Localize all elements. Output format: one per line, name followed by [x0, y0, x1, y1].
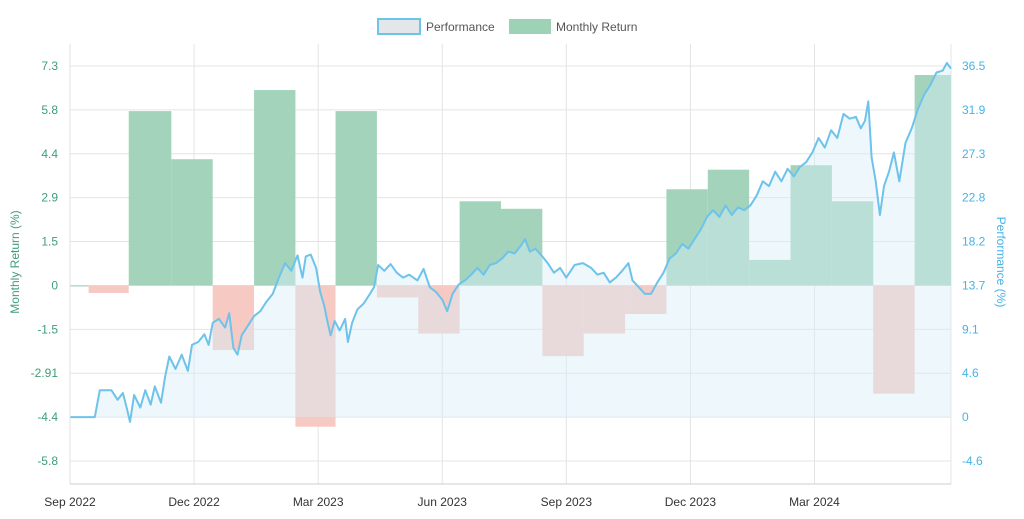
right-axis-tick-label: 9.1	[962, 322, 979, 336]
monthly-return-bar[interactable]	[335, 111, 377, 286]
right-axis-tick-label: 36.5	[962, 59, 986, 73]
axes: 7.3 5.8 4.4 2.9 1.5 0 -1.5 -2.91 -4.4 -5.8 36.5 31.…	[31, 44, 986, 509]
left-axis-tick-label: 1.5	[41, 235, 58, 249]
legend-swatch-monthly-return[interactable]	[509, 19, 551, 34]
left-axis-tick-label: 2.9	[41, 191, 58, 205]
x-axis-tick-label: Mar 2023	[293, 495, 344, 509]
monthly-return-bar[interactable]	[625, 285, 667, 315]
left-axis-title: Monthly Return (%)	[8, 210, 22, 313]
left-axis-tick-label: -4.4	[37, 410, 58, 424]
left-axis-tick-label: 7.3	[41, 59, 58, 73]
right-axis-tick-label: 13.7	[962, 278, 986, 292]
monthly-return-bar[interactable]	[790, 165, 832, 286]
performance-area	[70, 61, 952, 423]
monthly-return-bar[interactable]	[707, 169, 750, 286]
performance-area-fill	[70, 62, 951, 422]
right-axis-tick-label: 27.3	[962, 147, 986, 161]
left-axis-tick-label: -1.5	[37, 322, 58, 336]
monthly-return-bar[interactable]	[542, 285, 584, 357]
left-axis-tick-label: -2.91	[31, 366, 59, 380]
right-axis-title: Performance (%)	[994, 217, 1008, 308]
left-axis-tick-label: 0	[51, 278, 58, 292]
monthly-return-bar[interactable]	[171, 159, 213, 286]
legend: Performance Monthly Return	[377, 18, 637, 35]
right-axis-tick-label: 18.2	[962, 235, 986, 249]
x-axis-tick-label: Mar 2024	[789, 495, 840, 509]
performance-line[interactable]	[70, 61, 952, 423]
x-axis-tick-label: Sep 2023	[541, 495, 593, 509]
monthly-return-bar[interactable]	[583, 285, 626, 334]
right-axis-tick-label: -4.6	[962, 454, 983, 468]
monthly-return-bar[interactable]	[88, 285, 129, 293]
monthly-return-bar[interactable]	[749, 259, 791, 286]
monthly-return-bar[interactable]	[500, 208, 543, 286]
monthly-return-bar[interactable]	[128, 111, 172, 286]
left-axis-tick-label: 4.4	[41, 147, 58, 161]
right-axis-tick-label: 0	[962, 410, 969, 424]
monthly-return-bar[interactable]	[376, 285, 419, 298]
monthly-return-bar[interactable]	[254, 90, 296, 286]
monthly-return-bar[interactable]	[831, 201, 874, 286]
left-axis-tick-label: -5.8	[37, 454, 58, 468]
monthly-return-bar[interactable]	[873, 285, 915, 394]
monthly-return-bar[interactable]	[295, 285, 336, 427]
monthly-return-bars	[70, 75, 951, 427]
right-axis-tick-label: 4.6	[962, 366, 979, 380]
legend-swatch-performance[interactable]	[377, 18, 421, 35]
monthly-return-bar[interactable]	[70, 285, 89, 287]
legend-label-performance[interactable]: Performance	[426, 20, 495, 34]
right-axis-tick-label: 31.9	[962, 103, 986, 117]
monthly-return-bar[interactable]	[914, 75, 951, 286]
x-axis-tick-label: Dec 2022	[168, 495, 220, 509]
x-axis-tick-label: Sep 2022	[44, 495, 96, 509]
x-axis-tick-label: Jun 2023	[418, 495, 468, 509]
right-axis-tick-label: 22.8	[962, 191, 986, 205]
monthly-return-bar[interactable]	[666, 189, 708, 286]
left-axis-tick-label: 5.8	[41, 103, 58, 117]
x-axis-tick-label: Dec 2023	[665, 495, 717, 509]
monthly-return-bar[interactable]	[212, 285, 255, 351]
legend-label-monthly-return[interactable]: Monthly Return	[556, 20, 637, 34]
